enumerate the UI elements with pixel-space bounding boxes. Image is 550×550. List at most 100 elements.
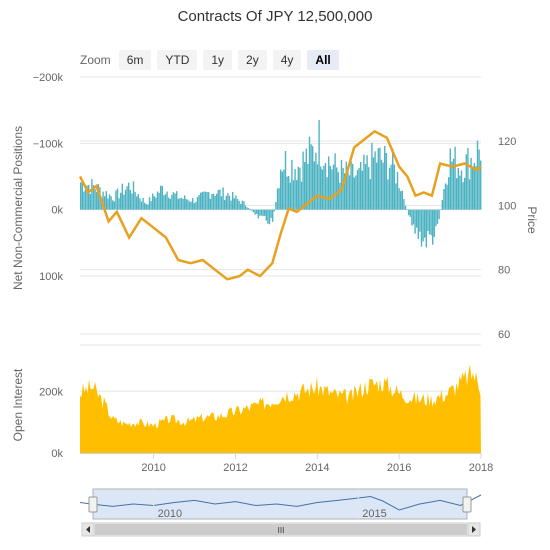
- position-column: [292, 180, 295, 210]
- position-column: [315, 152, 317, 210]
- position-column: [139, 198, 141, 210]
- position-column: [406, 209, 408, 210]
- navigator-handle-right[interactable]: [462, 496, 472, 513]
- position-column: [377, 148, 379, 210]
- position-column: [188, 201, 191, 210]
- navigator-tick-label: 2015: [362, 508, 386, 520]
- position-column: [273, 209, 275, 212]
- position-column: [302, 151, 304, 210]
- position-column: [91, 179, 93, 210]
- position-column: [411, 209, 413, 226]
- zoom-ytd-button[interactable]: YTD: [157, 50, 198, 70]
- positions-columns: [80, 120, 482, 248]
- position-column: [297, 166, 299, 210]
- position-column: [393, 164, 395, 210]
- position-column: [340, 159, 343, 210]
- position-column: [328, 156, 330, 210]
- zoom-2y-button[interactable]: 2y: [238, 50, 267, 70]
- position-column: [284, 151, 287, 210]
- position-column: [294, 169, 296, 210]
- position-column: [244, 205, 247, 210]
- position-column: [308, 136, 311, 210]
- y-right-tick-label: 60: [498, 329, 510, 341]
- position-column: [368, 167, 370, 210]
- range-selector: Zoom 6m YTD 1y 2y 4y All: [80, 49, 339, 71]
- position-column: [238, 200, 240, 210]
- position-column: [243, 201, 245, 210]
- position-column: [126, 186, 128, 210]
- position-column: [392, 148, 394, 210]
- position-column: [356, 170, 359, 210]
- position-column: [310, 144, 312, 210]
- position-column: [219, 189, 221, 210]
- position-column: [457, 167, 459, 210]
- position-column: [443, 188, 445, 210]
- position-column: [417, 209, 419, 240]
- position-column: [96, 191, 98, 210]
- zoom-6m-button[interactable]: 6m: [118, 50, 152, 70]
- position-column: [228, 195, 231, 210]
- zoom-label: Zoom: [80, 53, 111, 67]
- position-column: [136, 196, 138, 210]
- navigator-handle-left[interactable]: [88, 496, 98, 513]
- navigator[interactable]: 2010 2015: [79, 488, 482, 520]
- position-column: [140, 201, 143, 210]
- zoom-4y-button[interactable]: 4y: [272, 50, 302, 70]
- position-column: [324, 162, 327, 210]
- position-column: [97, 184, 99, 210]
- position-column: [350, 161, 352, 210]
- position-column: [225, 195, 227, 210]
- navigator-tick-label: 2010: [158, 508, 182, 520]
- zoom-1y-button[interactable]: 1y: [203, 50, 233, 70]
- chevron-left-icon: [86, 526, 90, 533]
- position-column: [336, 167, 338, 210]
- position-column: [456, 178, 458, 210]
- position-column: [416, 209, 418, 228]
- position-column: [379, 147, 381, 210]
- position-column: [124, 189, 127, 210]
- position-column: [428, 209, 431, 235]
- position-column: [248, 208, 250, 210]
- position-column: [233, 198, 235, 210]
- position-column: [148, 197, 151, 210]
- position-column: [150, 201, 152, 210]
- navigator-line: [79, 494, 482, 511]
- position-column: [110, 196, 112, 210]
- positions-y-axis: −200k −100k 0k 100k: [33, 72, 64, 283]
- position-column: [321, 169, 323, 210]
- position-column: [299, 167, 301, 210]
- position-column: [278, 188, 280, 210]
- position-column: [438, 209, 440, 220]
- navigator-axis: 2010 2015: [153, 489, 387, 520]
- price-line: [78, 129, 482, 281]
- position-column: [412, 209, 415, 225]
- position-column: [344, 173, 346, 210]
- zoom-all-button[interactable]: All: [307, 50, 339, 70]
- open-interest-tick-label: 0k: [51, 448, 63, 460]
- scrollbar[interactable]: III: [81, 522, 481, 537]
- position-column: [473, 163, 475, 210]
- position-column: [118, 198, 120, 210]
- position-column: [251, 209, 253, 211]
- position-column: [272, 209, 274, 222]
- position-column: [472, 167, 474, 210]
- open-interest-axis-title: Open Interest: [11, 368, 25, 441]
- position-column: [464, 177, 466, 210]
- position-column: [265, 209, 267, 221]
- price-axis-title: Price: [525, 206, 539, 234]
- position-column: [355, 175, 357, 210]
- position-column: [452, 158, 455, 210]
- position-column: [465, 154, 467, 210]
- position-column: [313, 161, 315, 210]
- position-column: [168, 197, 170, 210]
- position-column: [422, 209, 424, 242]
- position-column: [260, 209, 263, 216]
- y-right-tick-label: 80: [498, 265, 510, 277]
- position-column: [339, 182, 341, 210]
- position-column: [198, 195, 200, 210]
- scrollbar-thumb[interactable]: [95, 524, 467, 535]
- position-column: [121, 183, 123, 210]
- position-column: [436, 209, 439, 224]
- position-column: [331, 169, 333, 210]
